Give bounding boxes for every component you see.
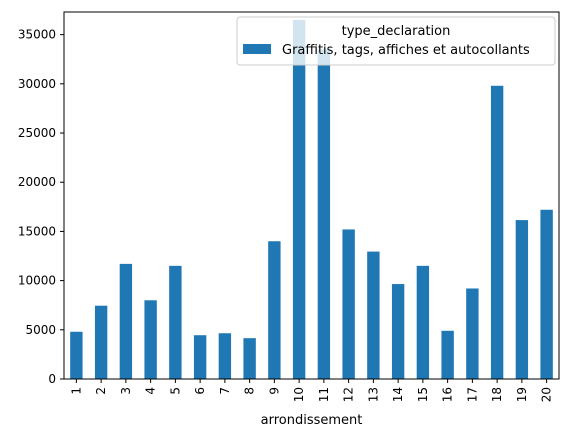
bar-9 (268, 241, 281, 379)
x-tick-label: 4 (144, 387, 158, 395)
bar-16 (441, 330, 454, 379)
bar-20 (540, 209, 553, 379)
x-tick-label: 12 (342, 387, 356, 402)
bar-2 (94, 305, 108, 379)
bar-19 (515, 220, 529, 379)
x-tick-label: 17 (465, 387, 479, 402)
x-tick-label: 20 (540, 387, 554, 402)
x-tick-label: 13 (366, 387, 380, 402)
bar-8 (243, 338, 256, 379)
x-axis-title: arrondissement (261, 413, 363, 428)
x-tick-label: 6 (193, 387, 207, 395)
legend-entry-label: Graffitis, tags, affiches et autocollant… (282, 43, 530, 58)
y-tick-label: 10000 (18, 274, 56, 288)
y-axis: 0 5000 10000 15000 20000 25000 30000 35000 (18, 28, 64, 386)
x-tick-label: 11 (317, 387, 331, 402)
y-tick-label: 30000 (18, 77, 56, 91)
bar-10 (292, 19, 306, 380)
bar-13 (367, 251, 380, 379)
x-tick-label: 14 (391, 387, 405, 402)
x-tick-label: 9 (267, 387, 281, 395)
x-tick-label: 16 (441, 387, 455, 402)
x-axis: 1 2 3 4 5 6 7 8 9 10 11 12 13 14 15 16 17 18 19 20 (69, 379, 554, 402)
y-tick-label: 35000 (18, 28, 56, 42)
bar-18 (490, 85, 504, 379)
bar-3 (119, 263, 133, 379)
x-tick-label: 15 (416, 387, 430, 402)
bar-12 (342, 229, 355, 379)
x-tick-label: 5 (168, 387, 182, 395)
y-tick-label: 15000 (18, 224, 56, 238)
y-tick-label: 5000 (25, 323, 56, 337)
legend: type_declaration Graffitis, tags, affich… (236, 16, 556, 66)
x-tick-label: 18 (490, 387, 504, 402)
x-tick-label: 10 (292, 387, 306, 402)
x-tick-label: 8 (243, 387, 257, 395)
bar-5 (169, 265, 182, 379)
y-tick-label: 0 (48, 372, 56, 386)
x-tick-label: 1 (69, 387, 83, 395)
bar-1 (70, 331, 83, 379)
legend-box (236, 16, 556, 66)
bar-7 (218, 333, 232, 379)
bar-4 (144, 300, 157, 379)
x-tick-label: 7 (218, 387, 232, 395)
legend-title: type_declaration (342, 24, 451, 39)
bars-group (70, 19, 553, 380)
bar-6 (193, 335, 207, 379)
plot-frame (63, 11, 560, 380)
bar-14 (391, 284, 405, 379)
x-tick-label: 19 (515, 387, 529, 402)
bar-15 (416, 265, 430, 379)
legend-swatch (243, 44, 271, 54)
bar-17 (466, 288, 479, 379)
bar-11 (317, 49, 331, 379)
y-tick-label: 20000 (18, 175, 56, 189)
x-tick-label: 3 (119, 387, 133, 395)
y-tick-label: 25000 (18, 126, 56, 140)
x-tick-label: 2 (94, 387, 108, 395)
